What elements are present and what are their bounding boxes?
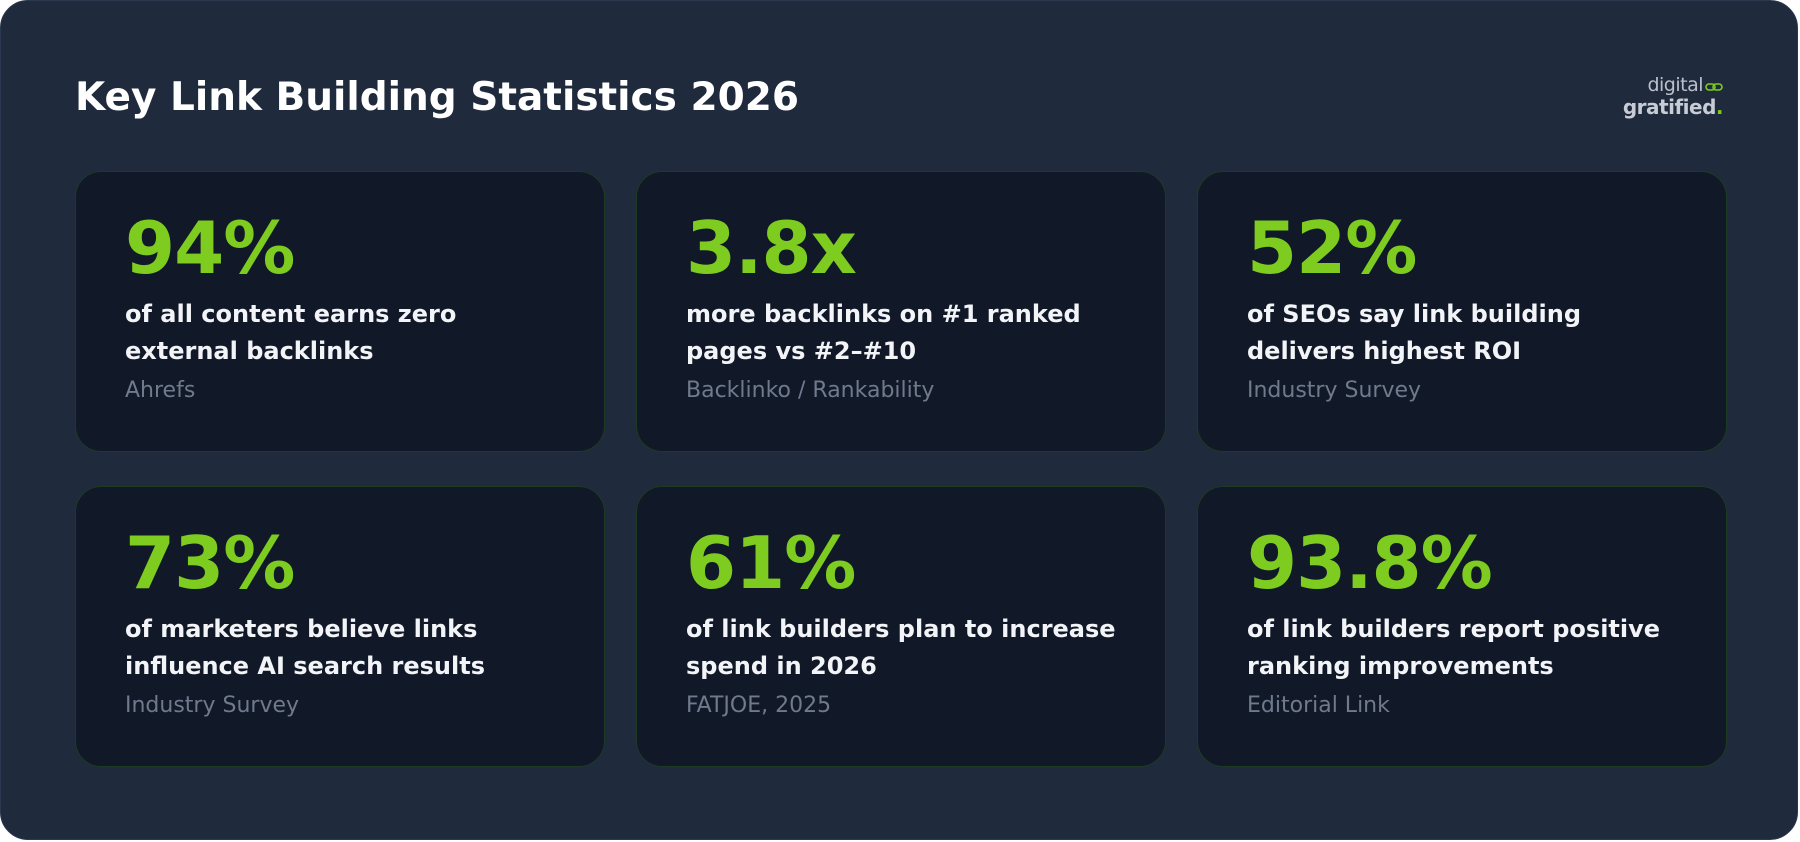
brand-logo: digital gratified. (1573, 75, 1724, 123)
stat-source: Ahrefs (125, 378, 196, 403)
stat-value: 94% (125, 206, 295, 290)
chain-link-icon (1705, 76, 1723, 96)
stat-description: of SEOs say link building delivers highe… (1247, 300, 1581, 365)
stat-card: 94% of all content earns zero external b… (75, 171, 605, 452)
stat-description: of link builders report positive ranking… (1247, 615, 1661, 680)
stat-value: 73% (125, 521, 295, 605)
stat-value: 52% (1247, 206, 1417, 290)
stats-grid: 94% of all content earns zero external b… (75, 171, 1727, 767)
stat-description: more backlinks on #1 ranked pages vs #2–… (686, 300, 1081, 365)
stat-source: Industry Survey (1247, 378, 1422, 403)
stat-card: 52% of SEOs say link building delivers h… (1197, 171, 1727, 452)
stat-card: 93.8% of link builders report positive r… (1197, 486, 1727, 767)
stat-card: 73% of marketers believe links influence… (75, 486, 605, 767)
stat-value: 93.8% (1247, 521, 1493, 605)
stat-source: Editorial Link (1247, 693, 1390, 718)
stat-description: of link builders plan to increase spend … (686, 615, 1116, 680)
stat-description: of all content earns zero external backl… (125, 300, 457, 365)
stat-card: 3.8x more backlinks on #1 ranked pages v… (636, 171, 1166, 452)
stat-value: 3.8x (686, 206, 857, 290)
logo-word-digital: digital (1647, 74, 1703, 96)
stat-source: Industry Survey (125, 693, 300, 718)
stat-description: of marketers believe links influence AI … (125, 615, 485, 680)
stat-value: 61% (686, 521, 856, 605)
stat-source: FATJOE, 2025 (686, 693, 832, 718)
logo-word-gratified: gratified (1622, 94, 1717, 119)
page-title: Key Link Building Statistics 2026 (75, 75, 799, 120)
stat-source: Backlinko / Rankability (686, 378, 935, 403)
logo-bottom-line: gratified. (1573, 94, 1724, 119)
logo-dot: . (1715, 94, 1724, 119)
logo-top-line: digital (1573, 75, 1723, 96)
stat-card: 61% of link builders plan to increase sp… (636, 486, 1166, 767)
